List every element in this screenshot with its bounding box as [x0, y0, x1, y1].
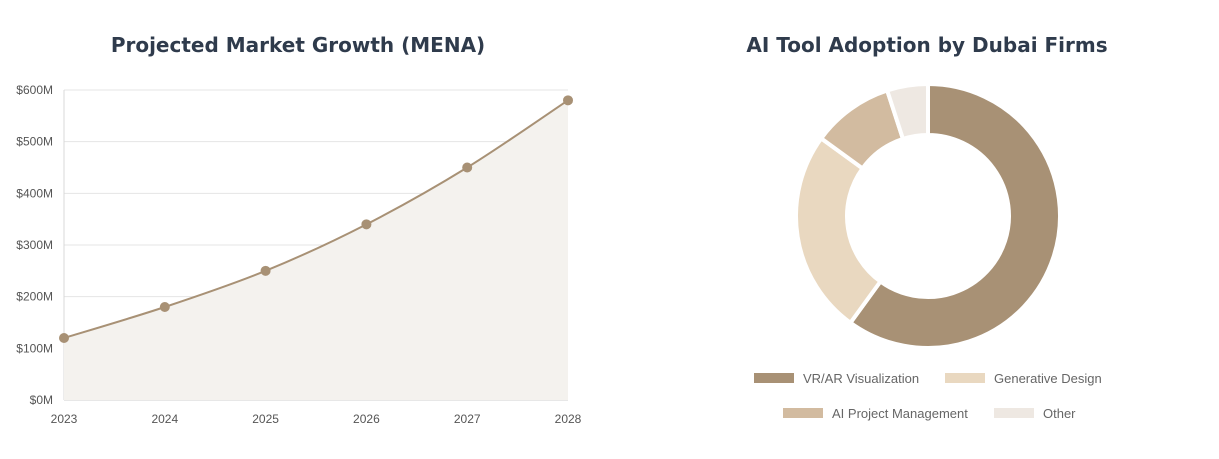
x-tick-label: 2028	[555, 412, 582, 426]
y-tick-label: $300M	[16, 238, 53, 252]
data-point[interactable]	[563, 95, 573, 106]
data-point[interactable]	[159, 302, 170, 312]
y-tick-label: $0M	[30, 393, 53, 407]
y-tick-label: $100M	[16, 341, 53, 355]
legend-label[interactable]: VR/AR Visualization	[803, 371, 919, 386]
legend-swatch	[945, 373, 985, 383]
x-tick-label: 2024	[151, 412, 178, 426]
series-area	[64, 100, 568, 400]
legend-swatch	[994, 408, 1034, 418]
donut-slice[interactable]	[847, 81, 1062, 350]
data-point[interactable]	[462, 162, 473, 173]
legend-swatch	[783, 408, 823, 418]
legend-label[interactable]: Other	[1043, 406, 1076, 421]
line-chart-title: Projected Market Growth (MENA)	[110, 33, 486, 57]
y-tick-label: $600M	[16, 83, 53, 97]
y-tick-label: $400M	[16, 186, 53, 200]
data-point[interactable]	[59, 333, 69, 343]
x-tick-label: 2026	[353, 412, 380, 426]
x-tick-label: 2025	[252, 412, 279, 426]
data-point[interactable]	[260, 265, 271, 276]
donut-chart-title: AI Tool Adoption by Dubai Firms	[746, 33, 1108, 57]
x-tick-label: 2023	[51, 412, 78, 426]
data-point[interactable]	[361, 219, 372, 230]
market-growth-line-chart: $0M $100M $200M $300M $400M $500M $600M 2023 202…	[16, 83, 582, 426]
y-tick-label: $500M	[16, 135, 53, 149]
series-line	[63, 99, 569, 339]
donut-slice[interactable]	[884, 81, 930, 142]
legend-swatch	[754, 373, 794, 383]
legend-label[interactable]: AI Project Management	[832, 406, 968, 421]
donut-slice[interactable]	[794, 135, 884, 326]
legend-label[interactable]: Generative Design	[994, 371, 1102, 386]
y-tick-label: $200M	[16, 290, 53, 304]
x-tick-label: 2027	[454, 412, 481, 426]
